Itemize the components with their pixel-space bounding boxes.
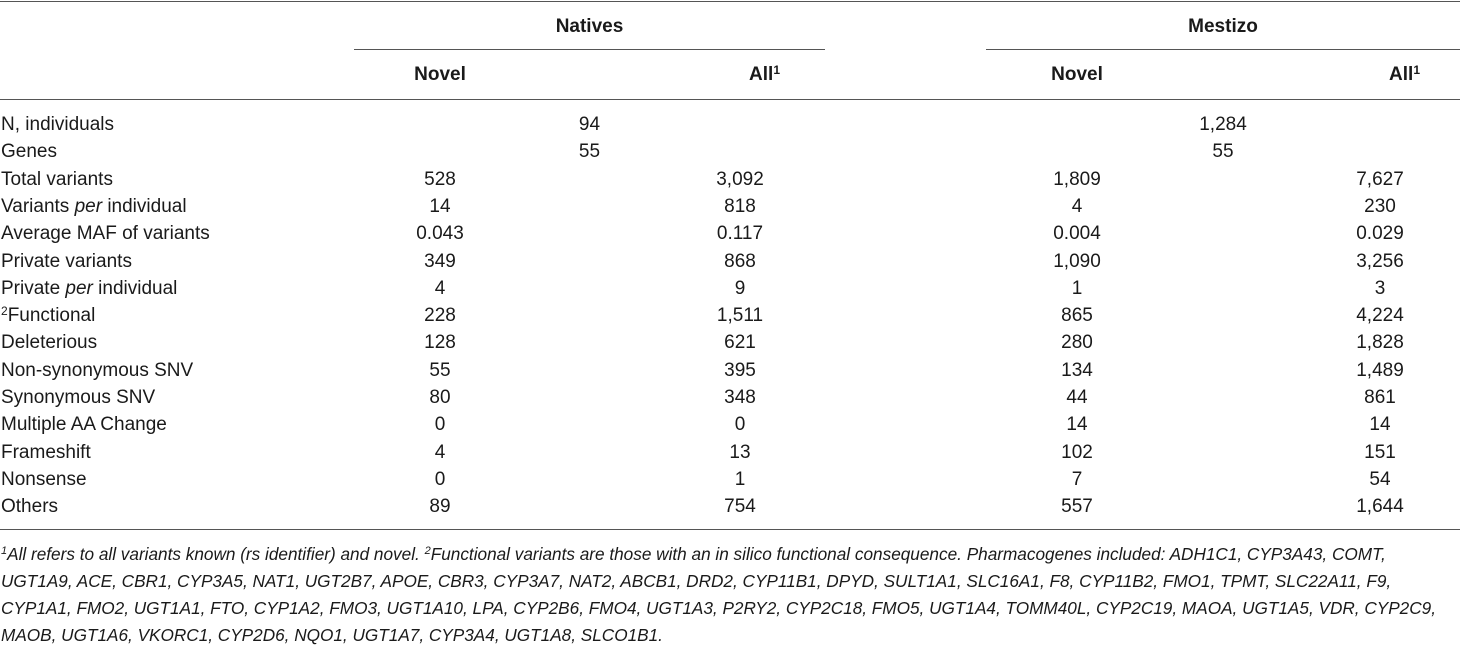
subheader-mestizo-novel: Novel — [1051, 64, 1103, 85]
cell-mes-novel: 7 — [1071, 469, 1083, 490]
cell-mes-novel: 44 — [1066, 387, 1088, 408]
cell-nat-all: 818 — [724, 196, 756, 217]
row-label: Frameshift — [1, 442, 91, 463]
cell-mes-all: 1,828 — [1356, 332, 1404, 353]
cell-nat-novel: 128 — [424, 332, 456, 353]
cell-mes-novel: 0.004 — [1053, 223, 1101, 244]
cell-nat-all: 348 — [724, 387, 756, 408]
cell-nat-novel: 0 — [434, 469, 446, 490]
footnote-text-2: Functional variants are those with an in… — [1, 544, 1436, 645]
cell-nat-all: 3,092 — [716, 169, 764, 190]
cell-nat-all: 13 — [729, 442, 751, 463]
table-top-rule — [0, 1, 1460, 2]
subheader-natives-all: All1 — [749, 63, 780, 85]
row-label: Variants per individual — [1, 196, 187, 217]
cell-nat-novel: 4 — [434, 442, 446, 463]
cell-nat-all: 621 — [724, 332, 756, 353]
row-label: Deleterious — [1, 332, 98, 353]
cell-mes-novel: 1,090 — [1053, 251, 1101, 272]
cell-mes-all: 1,489 — [1356, 360, 1404, 381]
group-header-mestizo: Mestizo — [1188, 16, 1258, 37]
cell-nat-all: 754 — [724, 496, 756, 517]
table-bottom-rule — [0, 529, 1460, 530]
cell-nat-novel: 0 — [434, 414, 446, 435]
cell-nat-novel: 14 — [429, 196, 451, 217]
row-label: 2Functional — [1, 304, 96, 326]
cell-nat-all: 9 — [734, 278, 746, 299]
row-label: Nonsense — [1, 469, 87, 490]
cell-mes-novel: 102 — [1061, 442, 1093, 463]
cell-mes-novel: 557 — [1061, 496, 1093, 517]
row-label: Private variants — [1, 251, 132, 272]
footnote-marker-1: 1 — [1, 545, 8, 557]
cell-nat-novel: 4 — [434, 278, 446, 299]
cell-mes-all: 151 — [1364, 442, 1396, 463]
header-bottom-rule — [0, 99, 1460, 100]
cell-mes-all: 861 — [1364, 387, 1396, 408]
row-label: Others — [1, 496, 59, 517]
cell-mes-all: 3 — [1374, 278, 1386, 299]
row-label: Multiple AA Change — [1, 414, 167, 435]
cell-mes-novel: 280 — [1061, 332, 1093, 353]
cell-mes-novel: 14 — [1066, 414, 1088, 435]
cell-nat-all: 0 — [734, 414, 746, 435]
cell-nat-all: 1,511 — [716, 305, 764, 326]
table-footnote: 1All refers to all variants known (rs id… — [1, 541, 1457, 649]
cell-mes-all: 7,627 — [1356, 169, 1404, 190]
cell-nat-all: 0.117 — [716, 223, 764, 244]
row-label: Average MAF of variants — [1, 223, 210, 244]
cell-mes-all: 3,256 — [1356, 251, 1404, 272]
cell-nat-all: 395 — [724, 360, 756, 381]
cell-mestizo-merged: 1,284 — [1199, 114, 1247, 135]
cell-mes-novel: 4 — [1071, 196, 1083, 217]
cell-natives-merged: 94 — [578, 114, 601, 135]
mestizo-group-underline — [986, 49, 1460, 50]
cell-mestizo-merged: 55 — [1212, 141, 1234, 162]
subheader-mestizo-all: All1 — [1389, 63, 1420, 85]
footnote-marker-2: 2 — [424, 545, 431, 557]
row-label: Non-synonymous SNV — [1, 360, 194, 381]
cell-nat-novel: 0.043 — [416, 223, 464, 244]
natives-group-underline — [354, 49, 825, 50]
cell-nat-novel: 55 — [429, 360, 451, 381]
row-label: Genes — [1, 141, 57, 162]
cell-nat-novel: 528 — [424, 169, 456, 190]
cell-mes-novel: 1,809 — [1053, 169, 1101, 190]
cell-nat-novel: 89 — [429, 496, 451, 517]
row-label: N, individuals — [1, 114, 114, 135]
row-label: Total variants — [1, 169, 113, 190]
cell-mes-novel: 134 — [1061, 360, 1093, 381]
cell-nat-novel: 228 — [424, 305, 456, 326]
cell-natives-merged: 55 — [578, 141, 601, 162]
cell-mes-all: 4,224 — [1356, 305, 1404, 326]
subheader-natives-novel: Novel — [414, 64, 466, 85]
cell-mes-all: 54 — [1369, 469, 1391, 490]
footnote-text-1: All refers to all variants known (rs ide… — [7, 544, 425, 564]
row-label: Synonymous SNV — [1, 387, 156, 408]
cell-nat-all: 1 — [734, 469, 746, 490]
cell-mes-all: 14 — [1369, 414, 1391, 435]
row-label: Private per individual — [1, 278, 178, 299]
cell-mes-novel: 1 — [1071, 278, 1083, 299]
cell-nat-all: 868 — [724, 251, 756, 272]
cell-mes-all: 230 — [1364, 196, 1396, 217]
cell-nat-novel: 349 — [424, 251, 456, 272]
cell-mes-novel: 865 — [1061, 305, 1093, 326]
cell-mes-all: 0.029 — [1356, 223, 1404, 244]
cell-mes-all: 1,644 — [1356, 496, 1404, 517]
cell-nat-novel: 80 — [429, 387, 451, 408]
group-header-natives: Natives — [555, 16, 624, 37]
